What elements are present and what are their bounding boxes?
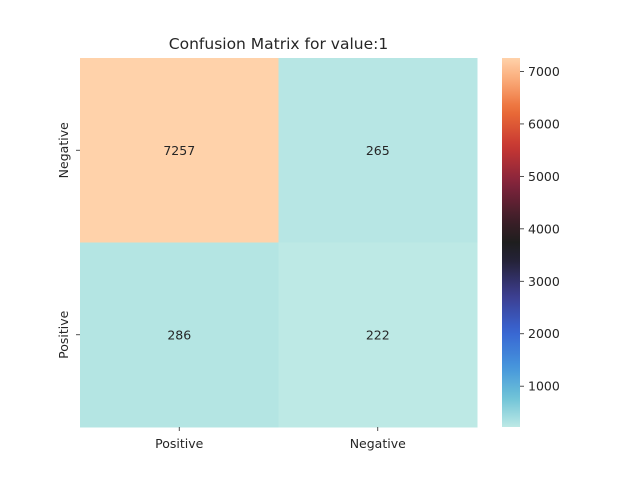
x-axis-ticks: Positive Negative bbox=[155, 427, 406, 451]
cell-value-label: 286 bbox=[167, 327, 191, 342]
colorbar-tick-label: 5000 bbox=[528, 169, 560, 184]
x-tick-label: Negative bbox=[350, 436, 406, 451]
colorbar-tick-label: 3000 bbox=[528, 274, 560, 289]
cell-value-label: 7257 bbox=[163, 143, 195, 158]
x-tick-label: Positive bbox=[155, 436, 203, 451]
colorbar-gradient bbox=[502, 58, 520, 427]
colorbar-tick-label: 2000 bbox=[528, 326, 560, 341]
colorbar-tick-label: 1000 bbox=[528, 379, 560, 394]
y-tick-label: Negative bbox=[56, 122, 71, 178]
heatmap-grid: 7257 265 286 222 bbox=[80, 58, 478, 428]
colorbar-tick-label: 7000 bbox=[528, 64, 560, 79]
cell-value-label: 222 bbox=[366, 327, 390, 342]
heatmap-cell bbox=[278, 242, 478, 428]
colorbar-tick-label: 6000 bbox=[528, 116, 560, 131]
y-axis-ticks: Negative Positive bbox=[56, 122, 80, 359]
heatmap-cell bbox=[278, 58, 478, 243]
y-tick-label: Positive bbox=[56, 310, 71, 358]
colorbar: 1000 2000 3000 4000 5000 6000 7000 bbox=[502, 58, 560, 427]
colorbar-tick-label: 4000 bbox=[528, 221, 560, 236]
heatmap-cell bbox=[80, 242, 279, 428]
cell-value-label: 265 bbox=[366, 143, 390, 158]
heatmap-cell bbox=[80, 58, 279, 243]
chart-title: Confusion Matrix for value:1 bbox=[169, 35, 388, 53]
